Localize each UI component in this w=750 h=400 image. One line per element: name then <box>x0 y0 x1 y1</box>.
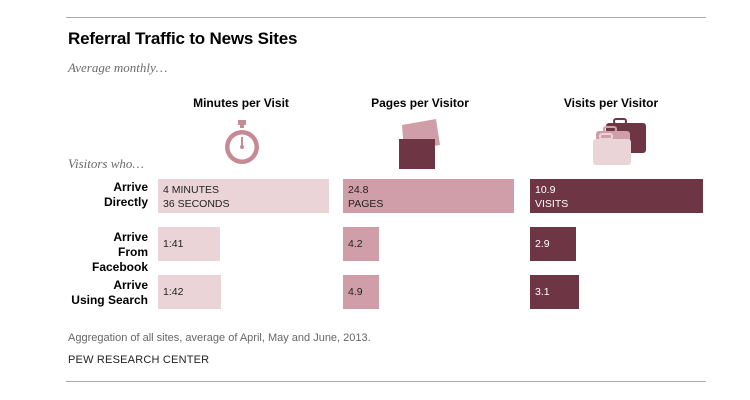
bar-minutes-direct: 4 MINUTES 36 SECONDS <box>158 179 329 213</box>
row-label-search: Arrive Using Search <box>71 278 148 307</box>
bar-visits-search: 3.1 <box>530 275 579 309</box>
bar-minutes-search: 1:42 <box>158 275 221 309</box>
top-rule <box>66 17 706 18</box>
suitcases-icon <box>593 118 646 165</box>
bar-visits-facebook: 2.9 <box>530 227 576 261</box>
column-header-visits: Visits per Visitor <box>563 96 659 110</box>
column-header-pages: Pages per Visitor <box>371 96 469 110</box>
bar-pages-facebook: 4.2 <box>343 227 379 261</box>
stopwatch-icon <box>225 120 259 164</box>
source-label: PEW RESEARCH CENTER <box>68 354 210 366</box>
chart-subtitle: Average monthly… <box>68 60 168 75</box>
row-label-direct: Arrive Directly <box>103 180 148 209</box>
footnote: Aggregation of all sites, average of Apr… <box>68 332 371 344</box>
visitors-label: Visitors who… <box>68 156 144 171</box>
bar-minutes-facebook: 1:41 <box>158 227 220 261</box>
row-label-facebook: Arrive From Facebook <box>91 230 148 274</box>
pages-icon <box>399 119 440 169</box>
column-header-minutes: Minutes per Visit <box>193 96 289 110</box>
bar-pages-direct: 24.8 PAGES <box>343 179 514 213</box>
bar-pages-search: 4.9 <box>343 275 379 309</box>
bar-visits-direct: 10.9 VISITS <box>530 179 703 213</box>
bottom-rule <box>66 381 706 382</box>
chart-title: Referral Traffic to News Sites <box>68 29 298 48</box>
